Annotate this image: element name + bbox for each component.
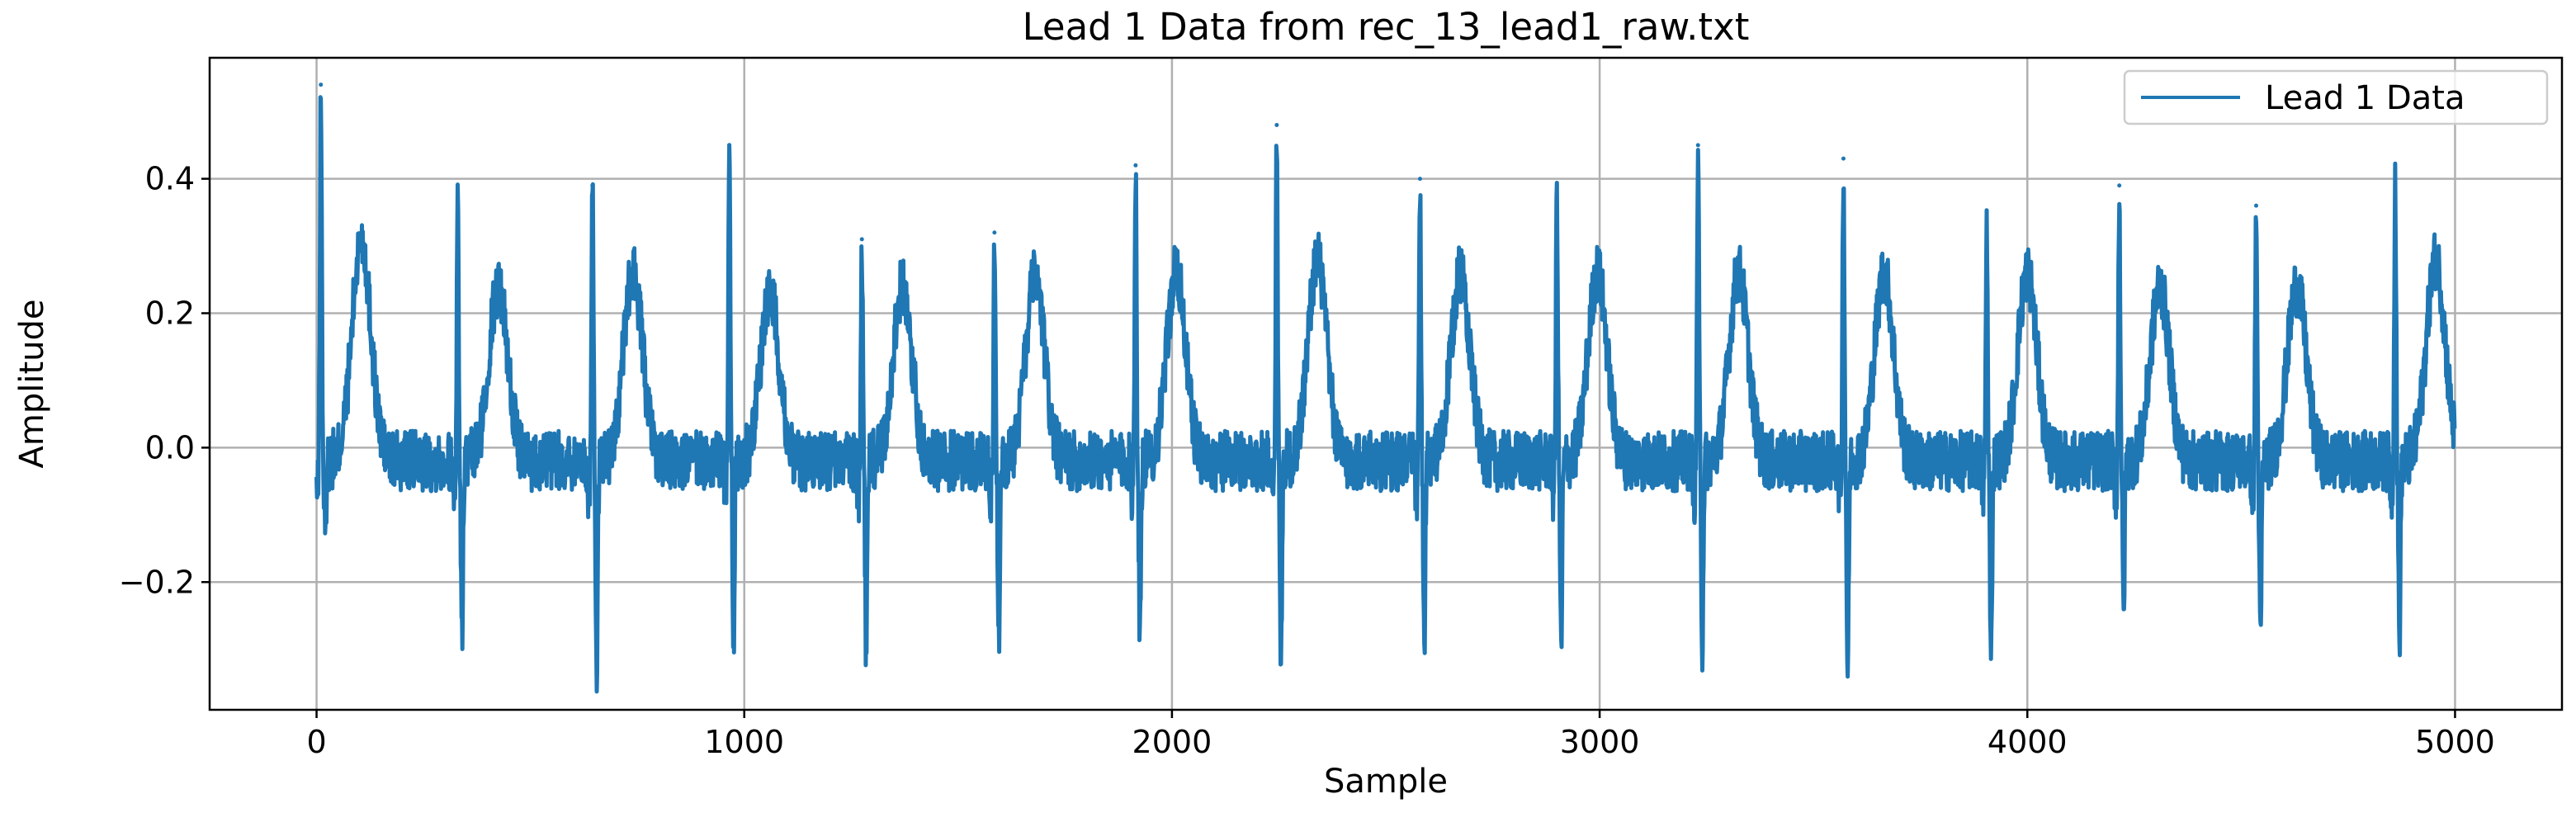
beat-r-peak-point: [590, 183, 595, 188]
beat-r-peak-point: [859, 237, 864, 242]
beat-r-peak-point: [1274, 122, 1279, 127]
beat-r-peak-point: [2393, 169, 2398, 174]
beat-r-peak-point: [727, 143, 732, 148]
beat-r-peak-point: [1554, 183, 1559, 188]
y-axis-label: Amplitude: [13, 300, 51, 469]
x-tick-label: 4000: [1988, 724, 2068, 760]
beat-r-peak-point: [1133, 163, 1138, 168]
beat-r-peak-point: [992, 230, 997, 235]
ticks-layer: 0 1000 2000 3000 4000 5000 −0.2 0.0 0.2 0.4: [119, 161, 2495, 760]
beat-r-peak-point: [456, 196, 461, 201]
chart-title: Lead 1 Data from rec_13_lead1_raw.txt: [1023, 5, 1750, 49]
y-tick-label: 0.4: [145, 161, 195, 197]
series-line-lead-1-data: [314, 95, 2457, 694]
legend-box: [2123, 69, 2549, 125]
beat-r-peak-point: [1984, 224, 1989, 229]
legend: Lead 1 Data: [2123, 69, 2549, 125]
y-tick-label: 0.0: [145, 429, 195, 465]
x-tick-label: 2000: [1132, 724, 1212, 760]
beat-r-peak-point: [319, 83, 324, 87]
beat-r-peak-point: [1417, 177, 1422, 182]
x-tick-label: 5000: [2415, 724, 2495, 760]
plot-frame: [208, 56, 2564, 711]
x-axis-label: Sample: [1324, 763, 1448, 801]
legend-label-lead-1-data: Lead 1 Data: [2265, 79, 2465, 117]
x-tick-label: 0: [306, 724, 326, 760]
beat-r-peak-point: [2254, 203, 2258, 208]
series-layer: [314, 83, 2457, 694]
beat-r-peak-point: [2117, 183, 2122, 188]
y-tick-label: −0.2: [119, 564, 195, 600]
beat-r-peak-point: [1841, 156, 1846, 161]
beat-r-peak-point: [1695, 143, 1700, 148]
y-tick-label: 0.2: [145, 295, 195, 331]
x-tick-label: 1000: [704, 724, 784, 760]
x-tick-label: 3000: [1560, 724, 1640, 760]
